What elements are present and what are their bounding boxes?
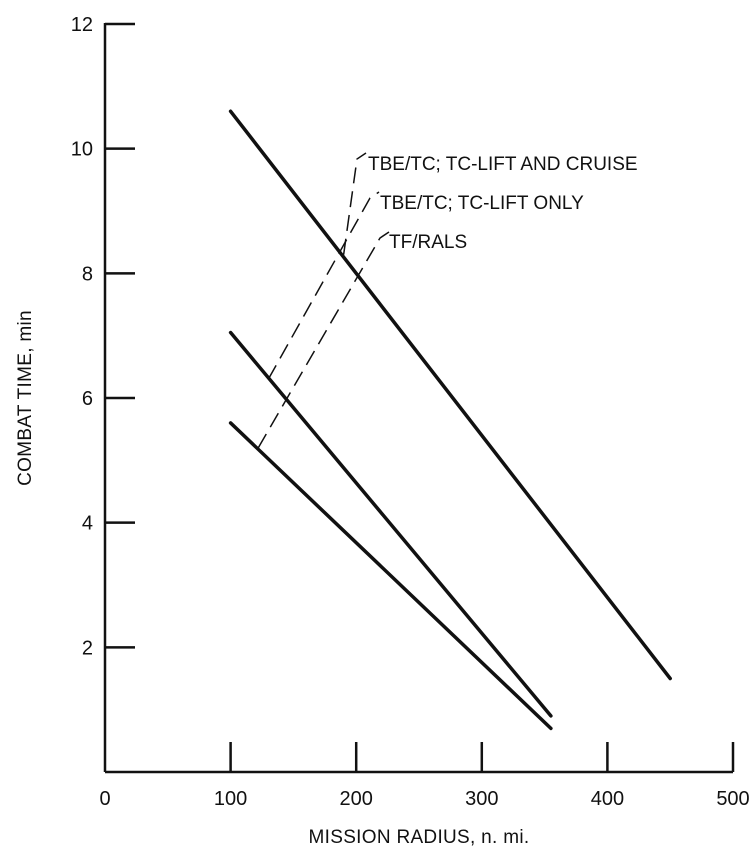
series-label-3: TF/RALS: [389, 232, 467, 253]
series-lines: [228, 109, 672, 731]
x-axis-label: MISSION RADIUS, n. mi.: [309, 827, 530, 848]
y-axis-label: COMBAT TIME, min: [15, 310, 36, 486]
y-tick-label-8: 8: [82, 263, 93, 285]
x-tick-label-300: 300: [465, 788, 498, 810]
x-tick-label-500: 500: [716, 788, 749, 810]
x-tick-label-100: 100: [214, 788, 247, 810]
series-line-3: [228, 421, 553, 731]
y-tick-label-4: 4: [82, 513, 93, 535]
series-label-2: TBE/TC; TC-LIFT ONLY: [380, 193, 584, 214]
y-tick-label-12: 12: [71, 14, 93, 36]
leader-line-3: [257, 231, 390, 449]
leader-line-1: [342, 152, 367, 255]
series-line-2: [228, 330, 553, 718]
ticks: 2 4 6 8 10 12 0 100 200 300 400 500: [71, 14, 750, 810]
y-tick-label-10: 10: [71, 139, 93, 161]
x-tick-label-400: 400: [591, 788, 624, 810]
y-tick-label-6: 6: [82, 388, 93, 410]
series-label-1: TBE/TC; TC-LIFT AND CRUISE: [368, 154, 638, 175]
annotations: TBE/TC; TC-LIFT AND CRUISE TBE/TC; TC-LIF…: [257, 152, 638, 449]
series-line-1: [228, 109, 672, 681]
leader-line-2: [267, 191, 380, 380]
axes: [103, 23, 733, 774]
y-tick-label-2: 2: [82, 637, 93, 659]
x-tick-label-0: 0: [99, 788, 110, 810]
x-tick-label-200: 200: [340, 788, 373, 810]
